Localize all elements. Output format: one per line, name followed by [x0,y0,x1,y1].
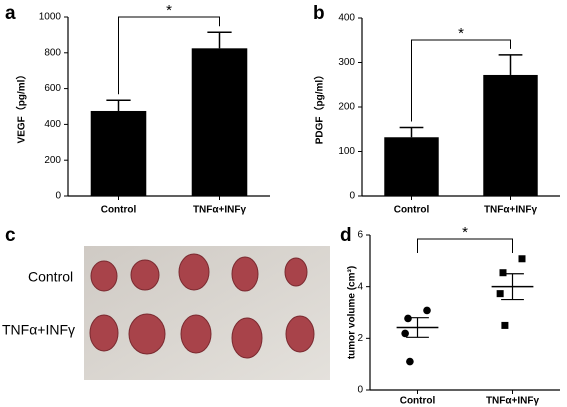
panel-label: c [5,225,16,246]
x-tick-label: TNFα+INFγ [484,205,538,216]
significance-label: * [458,25,464,42]
point [423,306,431,315]
y-tick-label: 600 [44,83,61,94]
panel-label: d [340,225,352,246]
significance-bracket [411,39,511,122]
y-tick-label: 200 [44,155,61,166]
photo-panel: c Control TNFα+INFγ [2,225,330,380]
point [496,290,504,298]
significance-label: * [166,2,172,19]
x-tick-label: TNFα+INFγ [486,396,540,407]
bar [483,74,538,196]
y-tick-label: 6 [357,230,363,241]
x-tick-label: Control [101,205,137,216]
x-tick-label: Control [400,396,436,407]
y-axis-title: VEGF（pg/ml） [15,70,28,144]
y-tick-label: 300 [338,57,355,68]
significance-bracket [118,16,220,95]
point [501,321,509,329]
point [499,269,507,277]
x-tick-label: Control [394,205,430,216]
y-tick-label: 2 [357,333,363,344]
y-tick-label: 0 [55,191,61,202]
y-tick-label: 200 [338,102,355,113]
row-label: Control [28,269,73,285]
y-tick-label: 1000 [39,12,62,23]
significance-bracket [417,238,513,253]
y-tick-label: 400 [338,13,355,24]
significance-label: * [462,224,468,241]
y-tick-label: 4 [357,281,363,292]
y-axis-title: tumor volume (cm³) [347,266,358,359]
point [401,329,409,338]
y-tick-label: 800 [44,47,61,58]
point [518,255,526,263]
y-tick-label: 400 [44,119,61,130]
point [404,314,412,323]
y-tick-label: 0 [357,385,363,396]
panel-label: b [313,3,325,24]
point [406,357,414,366]
bar [90,110,147,196]
row-label: TNFα+INFγ [2,322,75,338]
y-axis-title: PDGF（pg/ml） [313,70,326,144]
x-tick-label: TNFα+INFγ [193,205,247,216]
tumors [89,253,315,359]
bar [384,137,439,196]
y-tick-label: 100 [338,146,355,157]
y-tick-label: 0 [349,191,355,202]
panel-label: a [5,3,16,24]
bar [191,48,248,197]
